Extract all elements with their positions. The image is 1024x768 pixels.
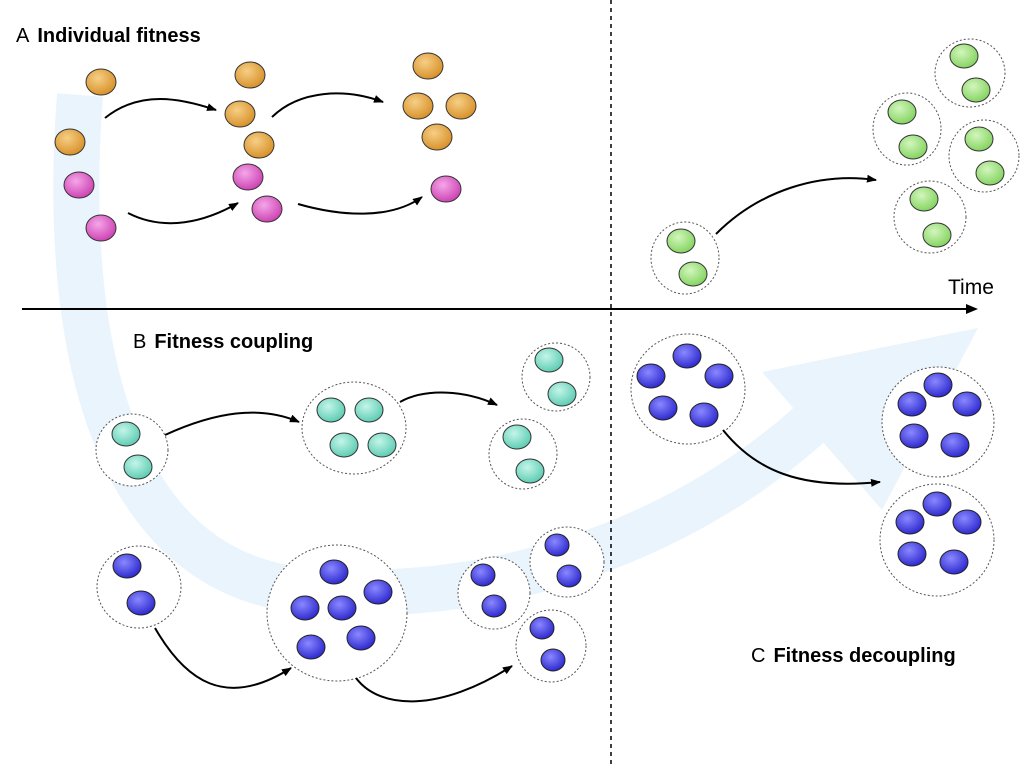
blue-cell [672,343,702,369]
teal-cell [329,432,359,458]
time-axis-label: Time [948,276,994,299]
magenta-cell [251,195,283,223]
blue-cell [923,372,953,398]
teal-cell [502,424,532,450]
panel-a-title: Individual fitness [37,25,201,47]
green-cell [961,77,991,103]
blue-collective [96,545,182,629]
green-cell [949,43,979,69]
blue-cell [296,634,326,660]
teal-cell [316,397,346,423]
green-cell [922,222,952,248]
orange-cell [85,68,117,96]
green-cell [898,134,928,160]
blue-cell [939,549,969,575]
green-cell [964,126,994,152]
blue-cell [529,616,555,640]
panel-a-green-arrows [715,174,877,235]
blue-cell [922,491,952,517]
blue-cell [112,553,142,579]
blue-cell [290,595,320,621]
blue-cell [940,432,970,458]
orange-cell [445,92,477,120]
blue-collective [457,556,531,630]
orange-cell [421,123,453,151]
blue-cell [897,541,927,567]
blue-cell [327,595,357,621]
teal-cell [111,421,141,447]
teal-cell [547,381,577,407]
teal-collective [301,381,407,475]
teal-cell [354,397,384,423]
blue-cell [895,509,925,535]
teal-cell [367,432,397,458]
panel-c-letter: C [751,645,766,667]
panel-a-arrows [104,92,423,225]
teal-cell [515,458,545,484]
blue-cell [363,579,393,605]
panel-b-label: B Fitness coupling [133,331,313,354]
panel-a-label: A Individual fitness [16,25,201,48]
blue-cell [689,402,719,428]
green-cell [887,99,917,125]
blue-cell [952,391,982,417]
magenta-cell [232,163,264,191]
orange-cell [243,131,275,159]
panel-a-letter: A [16,25,30,47]
blue-cell [897,391,927,417]
magenta-cell [85,214,117,242]
panel-b-teal-arrows [164,391,498,436]
panel-b-teal-groups [95,342,591,490]
magenta-cell [430,175,462,203]
blue-cell [704,363,734,389]
blue-cell [540,648,566,672]
orange-cell [234,61,266,89]
green-cell [975,160,1005,186]
blue-cell [899,423,929,449]
panel-c-label: C Fitness decoupling [751,645,956,668]
panel-a-green-groups [650,38,1020,295]
blue-cell [470,563,496,587]
blue-cell [648,395,678,421]
blue-cell [636,363,666,389]
orange-cell [402,92,434,120]
blue-cell [319,559,349,585]
blue-cell [952,509,982,535]
green-cell [666,228,696,254]
green-cell [678,261,708,287]
orange-cell [224,100,256,128]
panel-c-title: Fitness decoupling [773,645,956,667]
blue-cell [481,594,507,618]
panel-c-blue-groups [630,333,995,597]
orange-cell [412,52,444,80]
blue-cell [556,564,582,588]
teal-cell [534,347,564,373]
green-cell [909,186,939,212]
orange-cell [54,128,86,156]
panel-b-blue-groups [96,526,605,683]
panel-b-blue-arrows [154,627,513,703]
panel-b-letter: B [133,331,147,353]
blue-cell [346,625,376,651]
blue-cell [544,533,570,557]
teal-cell [123,454,153,480]
time-axis-arrowhead [966,304,978,314]
panel-a-cells [54,52,477,242]
magenta-cell [63,171,95,199]
panel-c-arrows [722,429,881,487]
blue-cell [126,590,156,616]
panel-b-title: Fitness coupling [154,331,314,353]
